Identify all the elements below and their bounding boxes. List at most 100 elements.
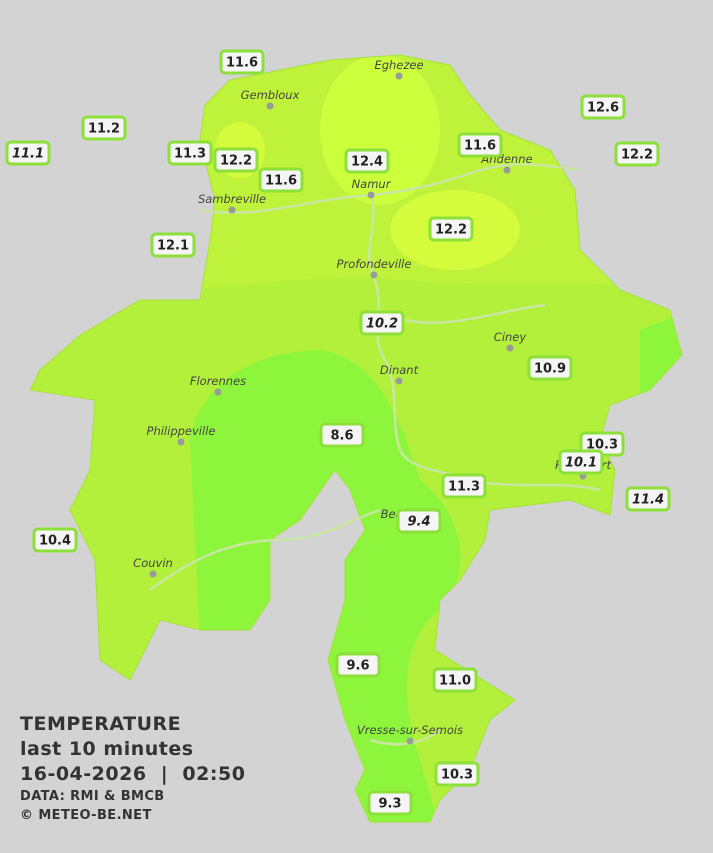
- station-value: 12.2: [220, 154, 252, 169]
- station: 11.6: [258, 167, 304, 193]
- city-dot: [266, 102, 274, 110]
- station: 11.3: [441, 473, 487, 499]
- city-dot: [395, 377, 403, 385]
- station: 10.2: [359, 310, 405, 336]
- station: 10.3: [434, 761, 480, 787]
- station-value: 11.6: [265, 174, 297, 189]
- station: 11.2: [81, 115, 127, 141]
- station-box: [5, 140, 51, 166]
- station-value: 9.4: [407, 515, 430, 530]
- city-label: Namur: [352, 177, 392, 191]
- station-box: [625, 486, 671, 512]
- city-dot: [228, 206, 236, 214]
- city-label: Couvin: [133, 556, 173, 570]
- station: 12.2: [428, 216, 474, 242]
- station: 9.4: [396, 508, 442, 534]
- legend-period: last 10 minutes: [20, 738, 194, 760]
- city-dot: [177, 438, 185, 446]
- station-value: 9.6: [346, 659, 369, 674]
- station-box: [396, 508, 442, 534]
- city-label: Sambreville: [198, 192, 266, 206]
- station-value: 12.4: [351, 155, 383, 170]
- legend-datetime: 16-04-2026 | 02:50: [20, 763, 246, 785]
- station: 12.6: [580, 94, 626, 120]
- city-label: Eghezee: [374, 58, 423, 72]
- station-value: 10.3: [441, 768, 473, 783]
- city-label: Dinant: [380, 363, 419, 377]
- legend-source: DATA: RMI & BMCB: [20, 789, 165, 804]
- station: 11.6: [457, 132, 503, 158]
- station-value: 10.2: [366, 317, 398, 332]
- station-box: [614, 141, 660, 167]
- station-box: [580, 94, 626, 120]
- station-box: [335, 652, 381, 678]
- station-value: 11.3: [174, 147, 206, 162]
- station-box: [32, 527, 78, 553]
- station: 9.6: [335, 652, 381, 678]
- station-value: 10.1: [565, 456, 597, 471]
- station-value: 10.9: [534, 362, 566, 377]
- city-dot: [395, 72, 403, 80]
- city-label: Ciney: [494, 330, 527, 344]
- station: 11.6: [219, 49, 265, 75]
- station: 10.1: [558, 449, 604, 475]
- station: 10.9: [527, 355, 573, 381]
- station-value: 11.2: [88, 122, 120, 137]
- station-box: [558, 449, 604, 475]
- station-box: [81, 115, 127, 141]
- station-value: 11.1: [12, 147, 44, 162]
- station-box: [150, 232, 196, 258]
- stations: 11.6 11.2 11.1 11.3 12.2 11.6 12.4 11.6 12.6 12.2…: [5, 49, 671, 816]
- station-box: [434, 761, 480, 787]
- station-value: 12.1: [157, 239, 189, 254]
- station-box: [219, 49, 265, 75]
- station: 12.2: [213, 147, 259, 173]
- city-dot: [149, 570, 157, 578]
- station-value: 8.6: [330, 429, 353, 444]
- station-box: [359, 310, 405, 336]
- city-label: Vresse-sur-Semois: [357, 723, 463, 737]
- station-value: 9.3: [378, 797, 401, 812]
- station-value: 11.0: [439, 674, 471, 689]
- station: 11.1: [5, 140, 51, 166]
- station: 11.0: [432, 667, 478, 693]
- city-label: Philippeville: [147, 424, 216, 438]
- station: 11.3: [167, 140, 213, 166]
- station: 12.2: [614, 141, 660, 167]
- station-box: [258, 167, 304, 193]
- station-box: [457, 132, 503, 158]
- station: 12.4: [344, 148, 390, 174]
- station-value: 11.3: [448, 480, 480, 495]
- station-box: [527, 355, 573, 381]
- legend: TEMPERATURE last 10 minutes 16-04-2026 |…: [20, 712, 245, 825]
- station-box: [344, 148, 390, 174]
- station-value: 11.6: [464, 139, 496, 154]
- station-box: [428, 216, 474, 242]
- station-box: [441, 473, 487, 499]
- station-value: 12.2: [435, 223, 467, 238]
- city-label: Profondeville: [337, 257, 412, 271]
- station-value: 12.2: [621, 148, 653, 163]
- city-label: Florennes: [190, 374, 246, 388]
- city-dot: [406, 737, 414, 745]
- station-value: 10.4: [39, 534, 71, 549]
- station: 9.3: [367, 790, 413, 816]
- city-dot: [370, 271, 378, 279]
- station-box: [432, 667, 478, 693]
- city-dot: [503, 166, 511, 174]
- station: 8.6: [319, 422, 365, 448]
- station-box: [319, 422, 365, 448]
- station-value: 11.4: [632, 493, 664, 508]
- legend-title: TEMPERATURE: [20, 713, 182, 735]
- station: 12.1: [150, 232, 196, 258]
- legend-copyright: © METEO-BE.NET: [20, 808, 152, 823]
- station: 11.4: [625, 486, 671, 512]
- city-dot: [214, 388, 222, 396]
- station: 10.4: [32, 527, 78, 553]
- station-box: [367, 790, 413, 816]
- city-label: Gembloux: [241, 88, 300, 102]
- station-value: 10.3: [586, 438, 618, 453]
- station-value: 12.6: [587, 101, 619, 116]
